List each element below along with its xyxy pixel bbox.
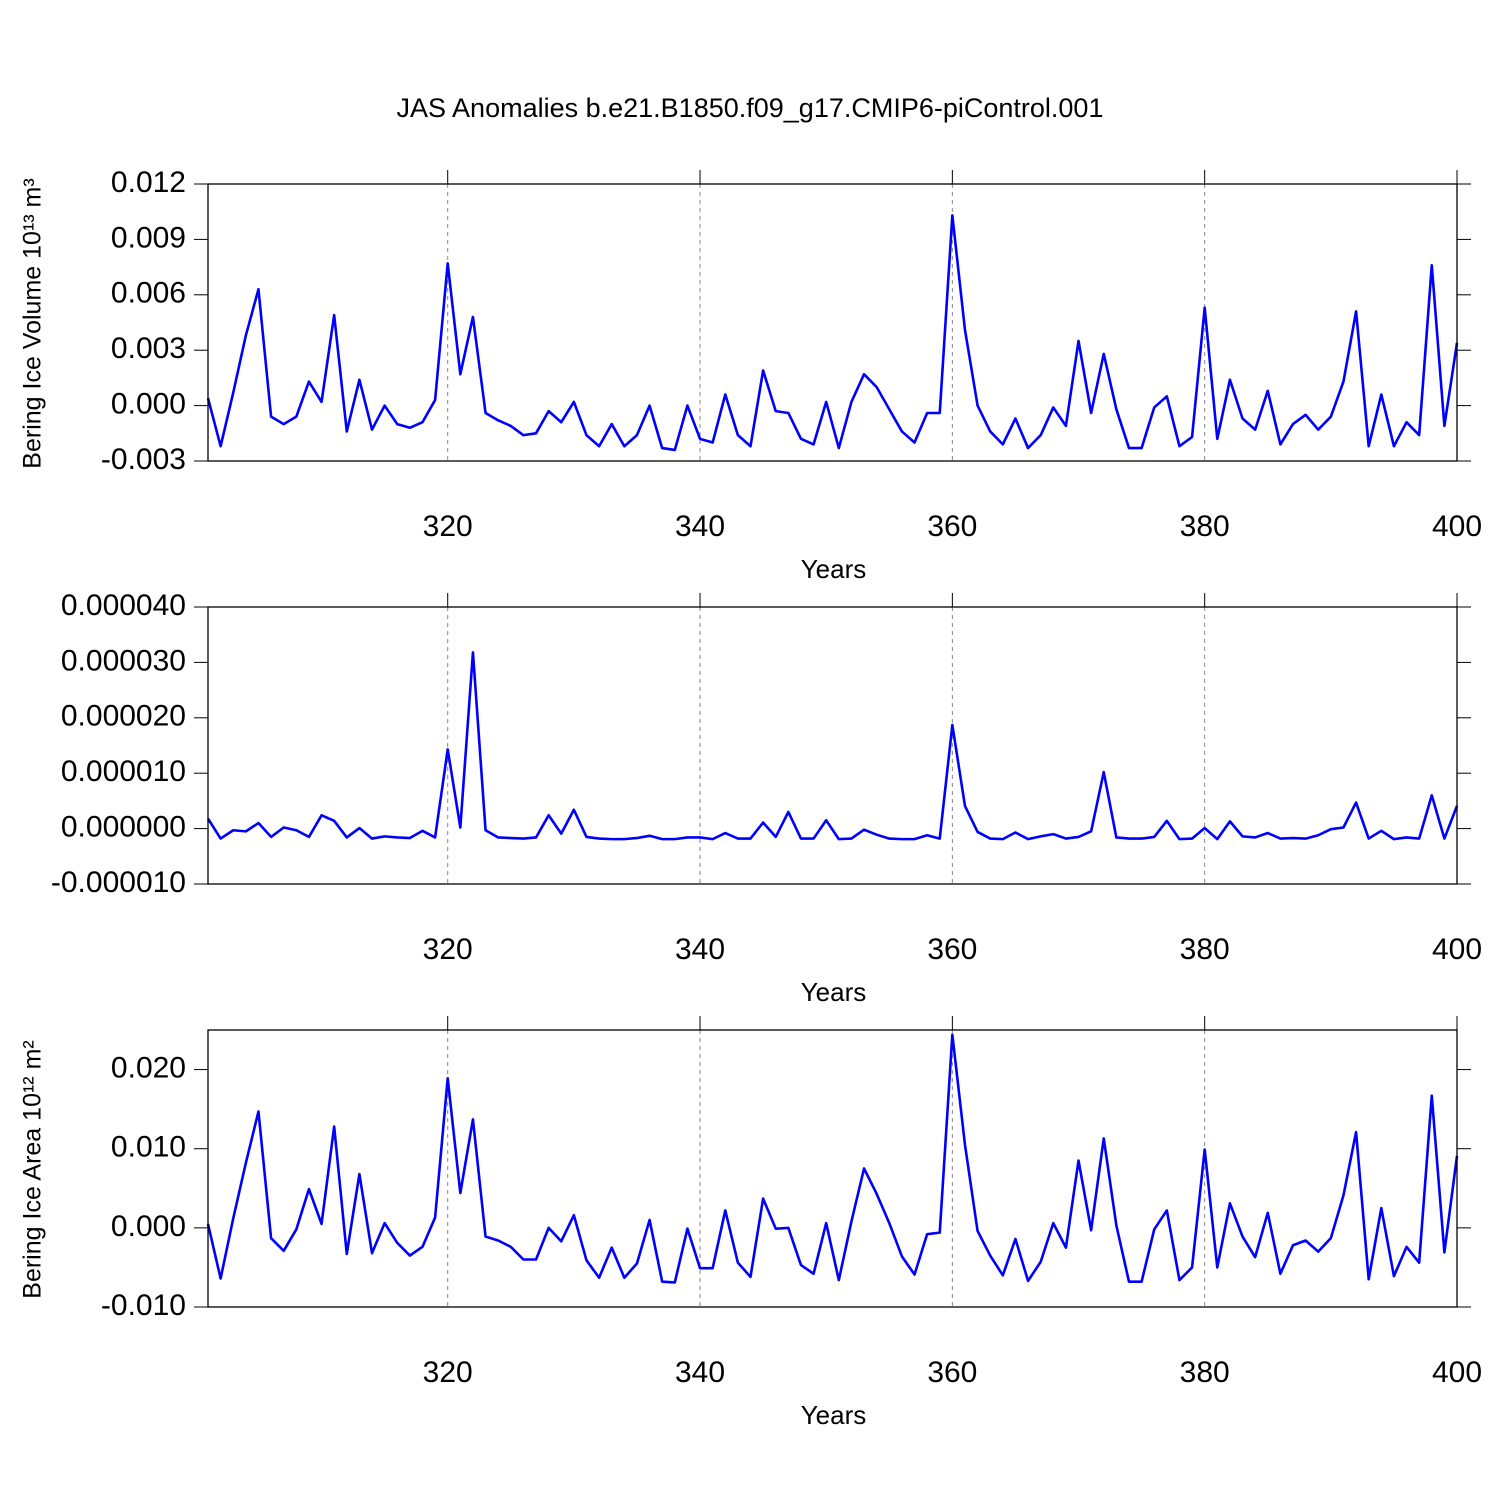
y-tick-label: 0.000010 [61, 755, 186, 788]
y-tick-label: 0.000000 [61, 811, 186, 844]
x-tick-label: 340 [675, 1356, 725, 1389]
x-tick-label: 360 [927, 933, 977, 966]
plot-frame [207, 606, 1458, 885]
x-tick-label: 320 [423, 933, 473, 966]
y-axis-label: Bering Ice Volume 10¹³ m³ [19, 178, 47, 468]
y-tick-label: 0.006 [111, 277, 186, 310]
y-tick-label: 0.000 [111, 388, 186, 421]
x-axis-label: Years [801, 554, 867, 584]
y-tick-label: 0.003 [111, 332, 186, 365]
x-tick-label: 380 [1180, 510, 1230, 543]
y-axis-label: Bering Ice Area 10¹² m² [19, 1040, 47, 1298]
x-axis-label: Years [801, 1400, 867, 1430]
data-line [206, 214, 1459, 452]
y-tick-label: 0.009 [111, 221, 186, 254]
data-line [206, 651, 1459, 841]
y-tick-label: -0.000010 [51, 866, 186, 899]
y-tick-label: -0.003 [101, 443, 186, 476]
x-tick-label: 380 [1180, 933, 1230, 966]
y-tick-label: 0.020 [111, 1051, 186, 1084]
data-line [206, 1033, 1459, 1284]
y-tick-label: 0.000 [111, 1210, 186, 1243]
y-tick-label: 0.010 [111, 1131, 186, 1164]
plot-frame [207, 1029, 1458, 1308]
x-tick-label: 320 [423, 1356, 473, 1389]
plot-frame [207, 183, 1458, 462]
x-tick-label: 320 [423, 510, 473, 543]
x-axis-label: Years [801, 977, 867, 1007]
chart-title: JAS Anomalies b.e21.B1850.f09_g17.CMIP6-… [397, 93, 1104, 123]
x-tick-label: 340 [675, 933, 725, 966]
y-tick-label: -0.010 [101, 1289, 186, 1322]
x-tick-label: 360 [927, 510, 977, 543]
x-tick-label: 400 [1432, 933, 1482, 966]
y-tick-label: 0.000040 [61, 589, 186, 622]
x-tick-label: 380 [1180, 1356, 1230, 1389]
y-tick-label: 0.000030 [61, 644, 186, 677]
x-tick-label: 340 [675, 510, 725, 543]
x-tick-label: 400 [1432, 1356, 1482, 1389]
x-tick-label: 360 [927, 1356, 977, 1389]
y-tick-label: 0.012 [111, 166, 186, 199]
x-tick-label: 400 [1432, 510, 1482, 543]
y-tick-label: 0.000020 [61, 700, 186, 733]
